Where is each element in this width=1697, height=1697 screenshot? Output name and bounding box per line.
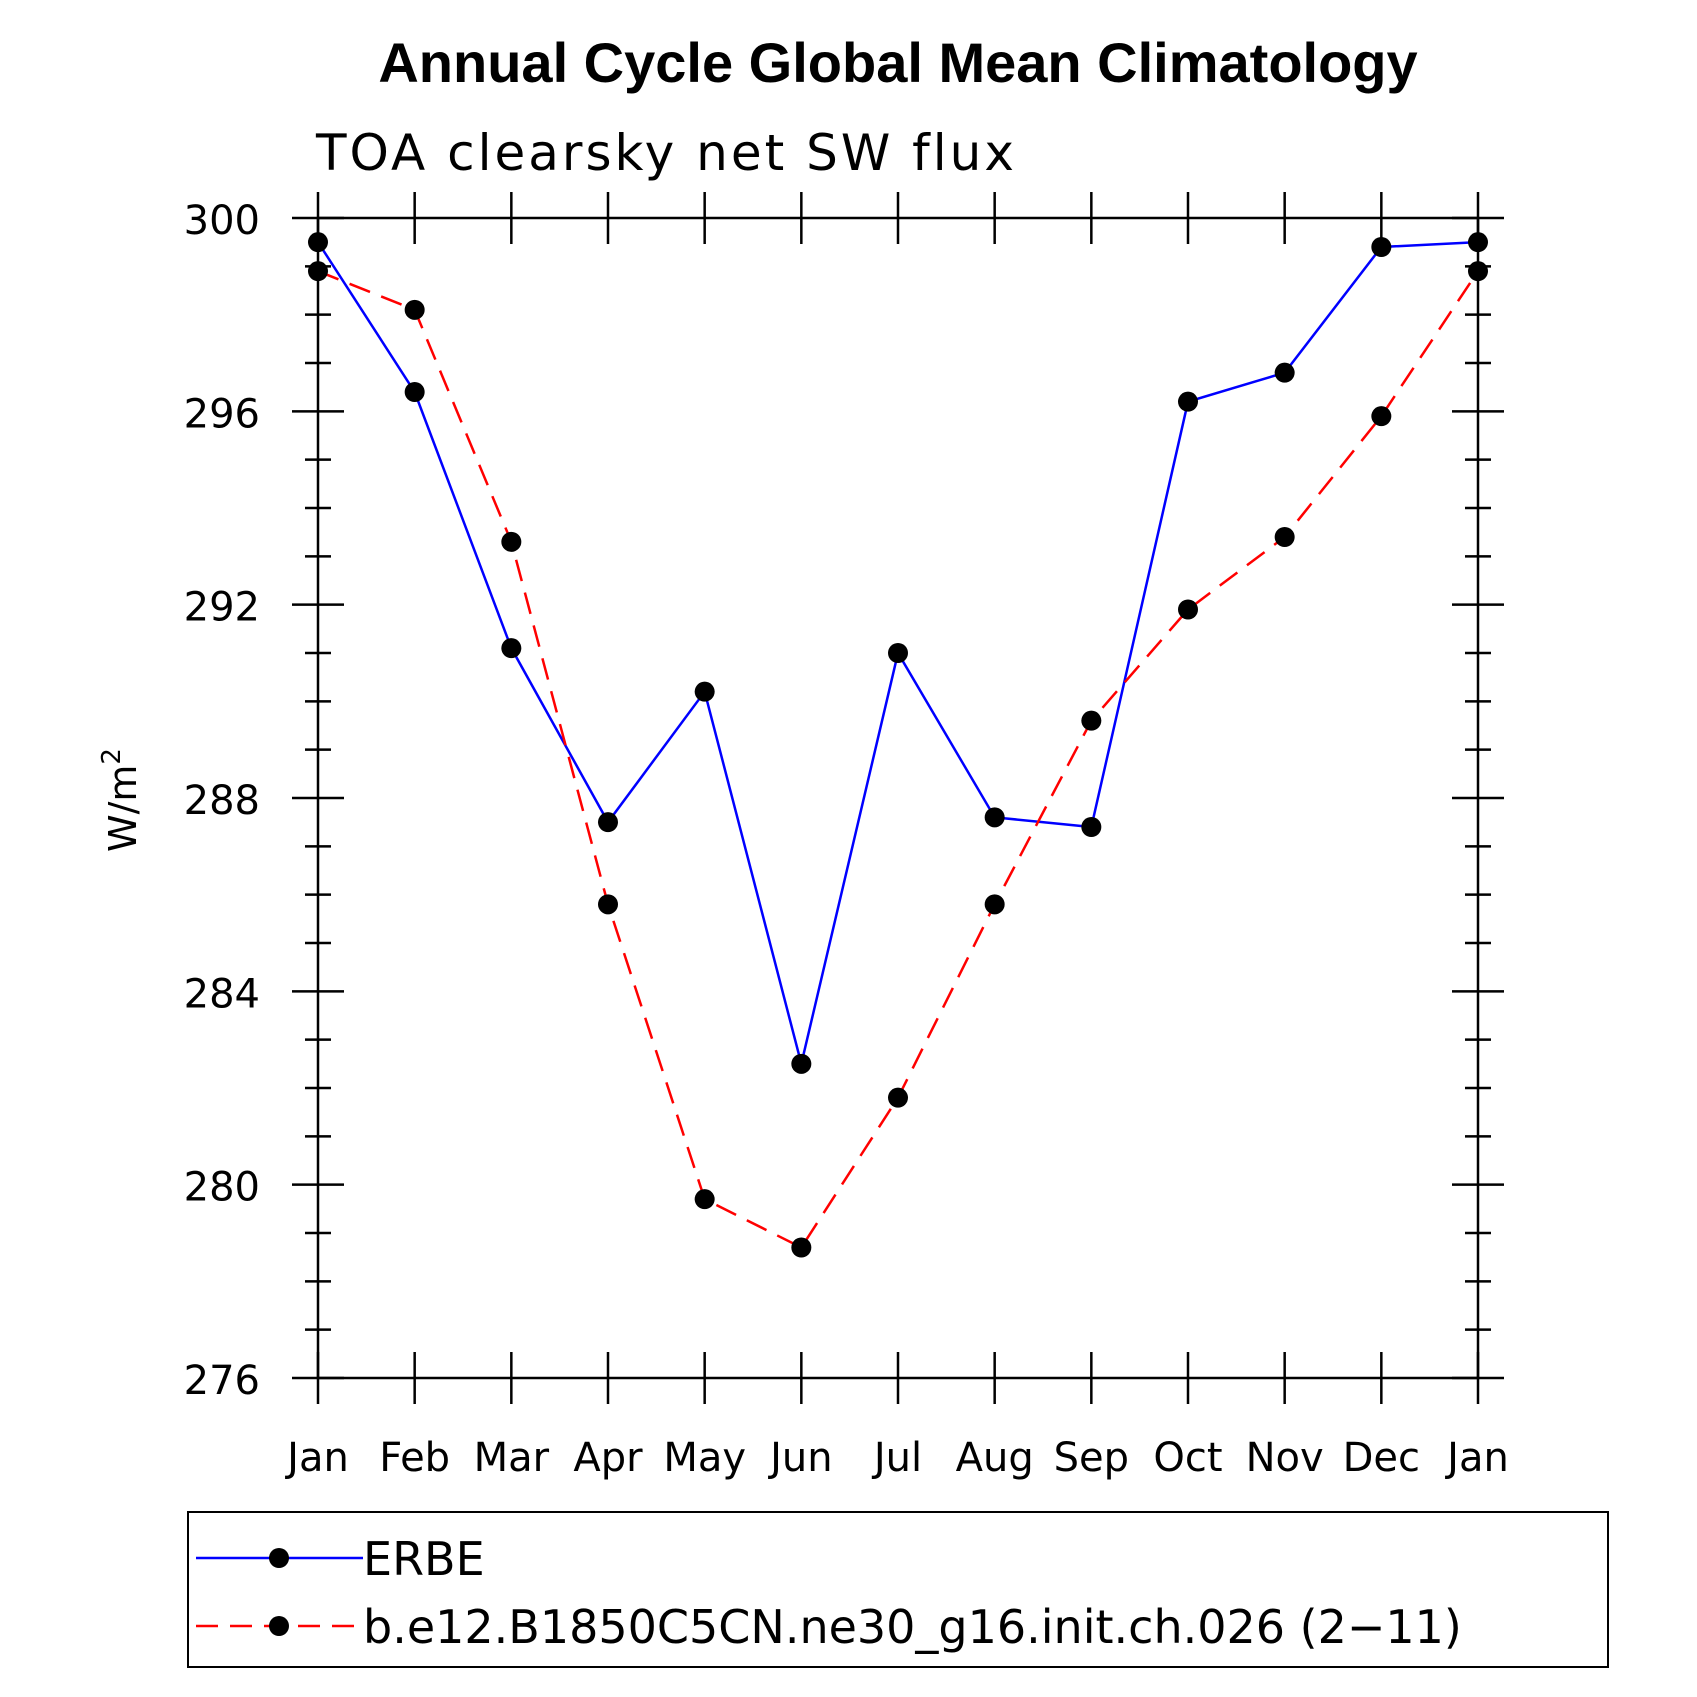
chart-subtitle: TOA clearsky net SW flux bbox=[315, 124, 1017, 182]
x-tick-label: Jan bbox=[1444, 1435, 1509, 1481]
x-tick-label: Jul bbox=[871, 1435, 922, 1481]
data-point bbox=[791, 1237, 812, 1258]
x-tick-label: Jun bbox=[767, 1435, 833, 1481]
x-tick-label: Apr bbox=[573, 1435, 643, 1481]
data-point bbox=[984, 807, 1005, 828]
data-point bbox=[1081, 710, 1102, 731]
legend-marker bbox=[269, 1548, 289, 1568]
x-tick-label: Mar bbox=[474, 1435, 550, 1481]
data-point bbox=[791, 1053, 812, 1074]
legend-item-1: ERBE bbox=[196, 1532, 485, 1586]
legend-label: b.e12.B1850C5CN.ne30_g16.init.ch.026 (2−… bbox=[363, 1600, 1462, 1654]
data-point bbox=[404, 382, 425, 402]
y-tick-label: 296 bbox=[184, 391, 260, 437]
y-axis-label-superscript: 2 bbox=[97, 748, 127, 765]
series-2 bbox=[308, 261, 1488, 1258]
data-point bbox=[1274, 527, 1295, 547]
y-tick-labels: 276 280 284 288 292 296 300 bbox=[184, 198, 260, 1404]
x-tick-label: Oct bbox=[1153, 1435, 1222, 1481]
x-tick-label: Sep bbox=[1054, 1435, 1129, 1481]
x-tick-label: May bbox=[663, 1435, 746, 1481]
data-point bbox=[1178, 599, 1198, 620]
y-tick-label: 292 bbox=[184, 585, 260, 631]
data-point bbox=[984, 894, 1005, 915]
y-tick-label: 288 bbox=[184, 778, 260, 824]
legend-item-2: b.e12.B1850C5CN.ne30_g16.init.ch.026 (2−… bbox=[196, 1600, 1462, 1654]
data-point bbox=[404, 299, 425, 320]
legend-label: ERBE bbox=[363, 1532, 485, 1586]
data-point bbox=[1081, 817, 1102, 837]
data-point bbox=[501, 638, 522, 659]
data-point bbox=[1371, 406, 1392, 427]
x-tick-label: Feb bbox=[379, 1435, 450, 1481]
axis-ticks bbox=[292, 192, 1504, 1404]
y-tick-label: 300 bbox=[184, 198, 260, 244]
x-tick-label: Jan bbox=[284, 1435, 349, 1481]
data-point bbox=[888, 643, 908, 663]
data-point bbox=[1274, 362, 1295, 383]
data-point bbox=[501, 531, 522, 552]
x-tick-label: Nov bbox=[1246, 1435, 1324, 1481]
x-tick-labels: Jan Feb Mar Apr May Jun Jul Aug Sep Oct Nov Dec Jan bbox=[284, 1435, 1509, 1481]
data-point bbox=[598, 894, 618, 915]
data-point bbox=[1371, 237, 1392, 257]
svg-text:W/m2: W/m2 bbox=[97, 748, 145, 852]
series-1 bbox=[308, 232, 1488, 1074]
data-point bbox=[888, 1087, 908, 1108]
y-tick-label: 280 bbox=[184, 1165, 260, 1211]
legend-box bbox=[187, 1511, 1609, 1668]
y-axis-label-text: W/m bbox=[101, 765, 145, 852]
legend: ERBE b.e12.B1850C5CN.ne30_g16.init.ch.026… bbox=[187, 1511, 1609, 1668]
y-tick-label: 276 bbox=[184, 1358, 260, 1404]
series-layer bbox=[308, 232, 1488, 1258]
data-point bbox=[694, 1189, 715, 1210]
y-axis-label: W/m2 bbox=[97, 748, 145, 852]
legend-marker bbox=[269, 1616, 289, 1636]
plot-frame bbox=[316, 216, 1480, 1380]
chart-title: Annual Cycle Global Mean Climatology bbox=[378, 31, 1417, 94]
data-point bbox=[694, 681, 715, 702]
x-tick-label: Dec bbox=[1343, 1435, 1420, 1481]
x-tick-label: Aug bbox=[956, 1435, 1034, 1481]
data-point bbox=[598, 812, 618, 833]
y-tick-label: 284 bbox=[184, 971, 260, 1017]
data-point bbox=[1178, 391, 1198, 412]
